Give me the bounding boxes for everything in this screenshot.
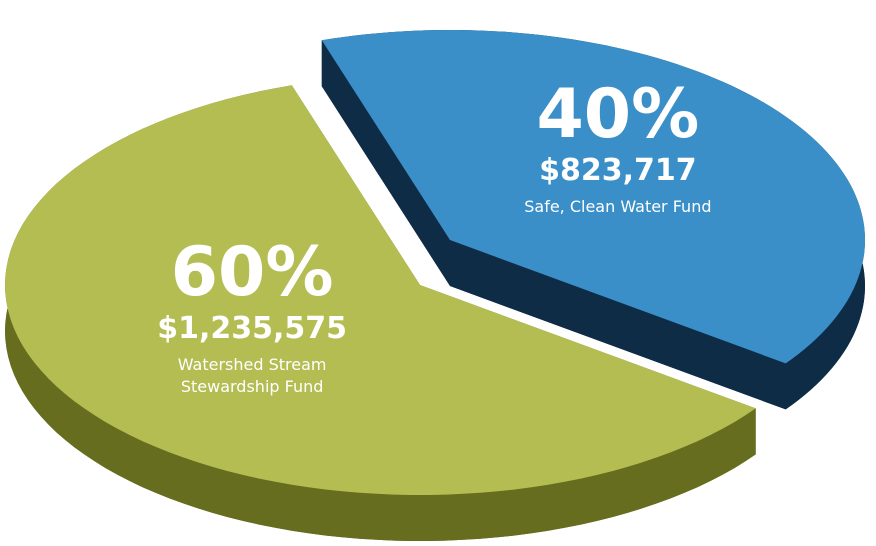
category-label: Safe, Clean Water Fund bbox=[524, 197, 712, 217]
slice-side bbox=[450, 240, 786, 410]
slice bbox=[321, 30, 865, 364]
amount-label: $1,235,575 bbox=[157, 310, 348, 346]
slice-side bbox=[321, 40, 450, 286]
category-label: Watershed Stream Stewardship Fund bbox=[177, 354, 327, 396]
slice-label: 40% $823,717 Safe, Clean Water Fund bbox=[488, 78, 748, 218]
slice bbox=[5, 85, 756, 496]
slice-label: 60% $1,235,575 Watershed Stream Stewardshi… bbox=[157, 232, 348, 398]
amount-label: $823,717 bbox=[539, 153, 697, 189]
percent-label: 40% bbox=[536, 75, 700, 155]
percent-label: 60% bbox=[170, 232, 334, 312]
